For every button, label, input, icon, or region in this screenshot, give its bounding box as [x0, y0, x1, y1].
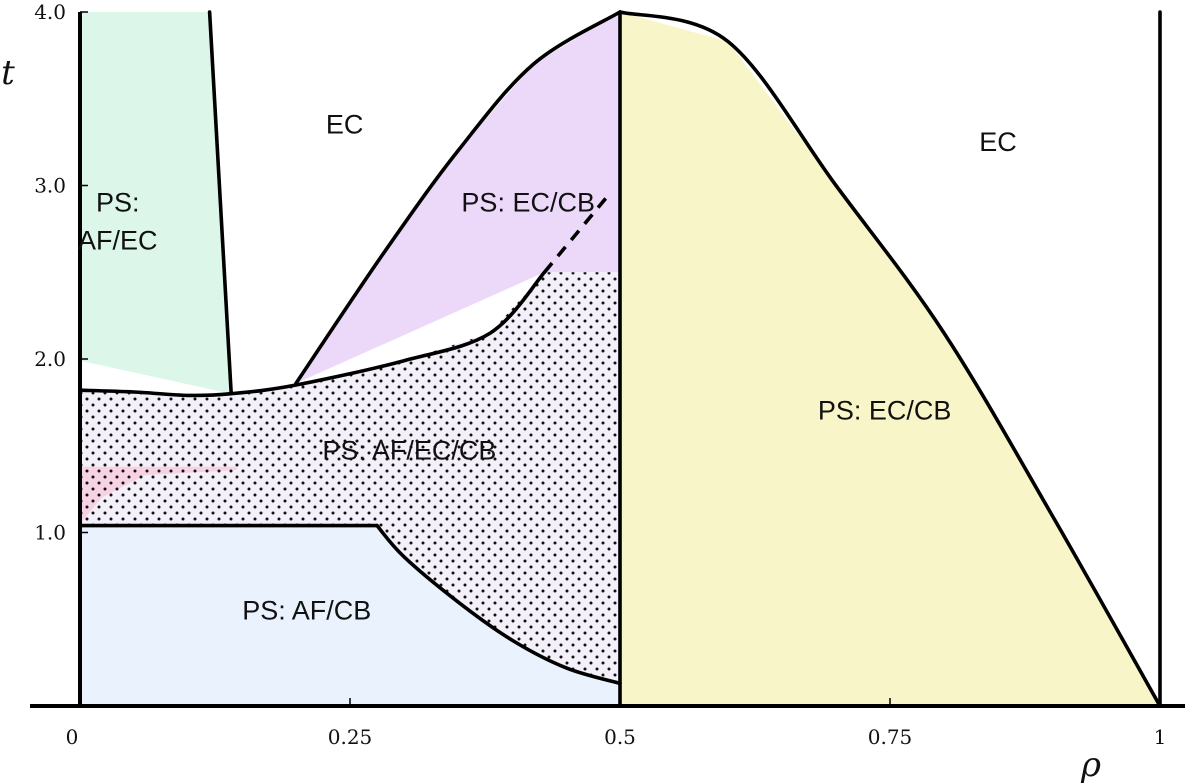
region-label: PS: EC/CB: [461, 188, 595, 218]
region-label: PS: AF/EC/CB: [322, 436, 496, 466]
region-label: PS: EC/CB: [818, 396, 952, 426]
y-axis-title: t: [1, 53, 15, 93]
x-axis-title: ρ: [1080, 745, 1101, 783]
dotted-pattern: [80, 272, 620, 684]
ec-cb-dome-right: [618, 10, 1162, 708]
boundaries-layer: [78, 10, 1162, 708]
regions-layer: [80, 12, 1160, 706]
af-ec-upper-boundary: [207, 10, 233, 396]
x-tick-label: 0.25: [328, 725, 373, 749]
region-ps-af-ec: [80, 12, 232, 394]
x-tick-label: 1: [1154, 725, 1167, 749]
x-tick-label: 0: [66, 725, 79, 749]
dotted-region-top: [78, 270, 547, 398]
region-label: PS: AF/EC: [78, 188, 158, 256]
labels-layer: PS: AF/EC EC PS: EC/CB PS: AF/EC/CB PS: AF/CB…: [78, 109, 1017, 625]
region-label: PS: AF/CB: [242, 595, 371, 625]
region-ps-af-cb: [80, 525, 620, 706]
y-tick-label: 1.0: [34, 521, 66, 545]
y-tick-label: 3.0: [34, 174, 66, 198]
x-tick-label: 0.5: [604, 725, 636, 749]
region-label: EC: [326, 109, 364, 139]
region-label: EC: [979, 127, 1017, 157]
y-tick-label: 4.0: [34, 0, 66, 24]
ec-cb-dome-left: [294, 10, 622, 386]
region-ps-ec-cb-left: [296, 12, 620, 384]
y-tick-label: 2.0: [34, 347, 66, 371]
af-cb-top-curve: [375, 523, 622, 686]
ec-cb-dashed-continuation: [543, 193, 611, 274]
region-ps-ec-cb-right: [620, 12, 1160, 706]
x-tick-label: 0.75: [868, 725, 913, 749]
